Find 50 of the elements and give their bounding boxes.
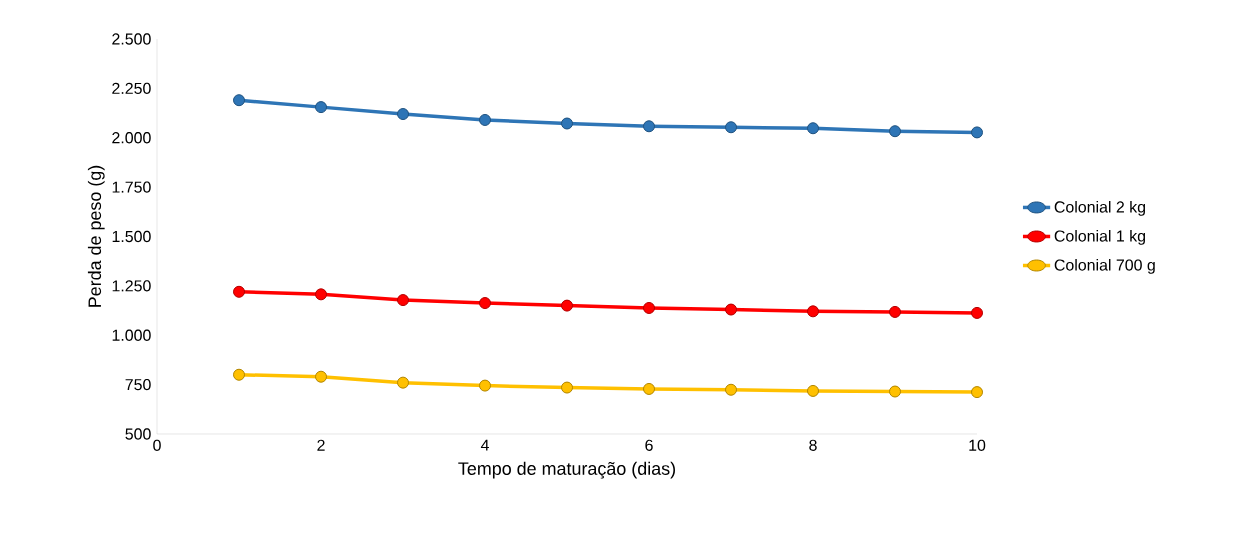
- point: [725, 303, 738, 316]
- point: [561, 299, 574, 312]
- point: [971, 386, 984, 399]
- point: [315, 288, 328, 301]
- point: [807, 384, 820, 397]
- point: [889, 125, 902, 138]
- legend-label: Colonial 700 g: [1054, 259, 1155, 274]
- point: [397, 376, 410, 389]
- y-tick-label: 500: [125, 428, 151, 440]
- legend-label: Colonial 1 kg: [1054, 229, 1146, 245]
- point: [233, 94, 246, 107]
- point: [397, 108, 410, 121]
- x-tick-label: 8: [809, 439, 817, 451]
- x-tick-label: 10: [969, 439, 986, 451]
- point: [889, 385, 902, 398]
- y-tick-label: 2.500: [112, 33, 151, 45]
- y-tick-label: 1.750: [112, 181, 151, 193]
- y-tick-label: 2.250: [112, 82, 151, 94]
- x-axis-title: Tempo de maturação (dias): [458, 461, 675, 479]
- point: [807, 305, 820, 318]
- point: [561, 381, 574, 394]
- point: [233, 285, 246, 298]
- x-tick-label: 0: [153, 439, 161, 451]
- point: [479, 379, 492, 392]
- x-tick-label: 2: [317, 439, 325, 451]
- legend-label: Colonial 2 kg: [1054, 200, 1146, 216]
- x-tick-label: 4: [480, 439, 489, 451]
- point: [479, 297, 492, 310]
- y-tick-label: 750: [125, 378, 151, 391]
- point: [479, 113, 492, 126]
- y-tick-label: 2.000: [112, 132, 151, 144]
- point: [315, 101, 328, 114]
- point: [889, 305, 902, 318]
- y-tick-label: 1.500: [112, 230, 151, 243]
- point: [643, 301, 656, 314]
- point: [561, 117, 574, 130]
- point: [971, 126, 984, 139]
- y-tick-label: 1.000: [112, 329, 151, 341]
- point: [233, 368, 246, 381]
- point: [807, 122, 820, 135]
- point: [725, 383, 738, 396]
- x-tick-label: 6: [645, 439, 653, 451]
- point: [725, 121, 738, 134]
- y-tick-label: 1.250: [112, 280, 151, 292]
- point: [643, 382, 656, 395]
- point: [643, 120, 656, 133]
- point: [315, 370, 328, 383]
- point: [397, 294, 410, 307]
- point: [971, 306, 984, 319]
- y-axis-title: Perda de peso (g): [87, 165, 105, 307]
